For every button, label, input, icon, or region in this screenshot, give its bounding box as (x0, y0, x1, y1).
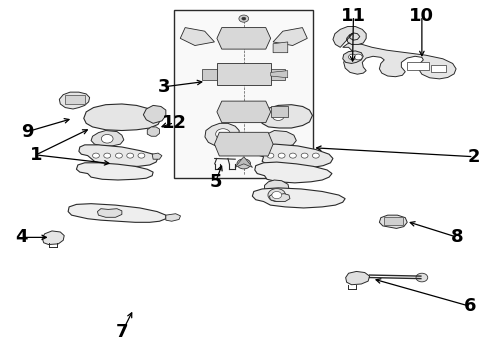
Text: 11: 11 (341, 7, 366, 25)
Polygon shape (270, 69, 285, 80)
Polygon shape (215, 132, 273, 156)
Circle shape (268, 189, 286, 202)
Circle shape (313, 153, 319, 158)
Polygon shape (270, 71, 288, 78)
Bar (407, 62, 429, 69)
Circle shape (127, 153, 134, 158)
Polygon shape (144, 105, 166, 123)
Polygon shape (345, 271, 369, 285)
Polygon shape (217, 101, 270, 123)
Text: 6: 6 (464, 297, 476, 315)
Bar (174, 10, 314, 178)
Bar (65, 95, 85, 104)
Polygon shape (147, 127, 159, 136)
Text: 8: 8 (451, 228, 464, 246)
Circle shape (237, 159, 250, 169)
Text: 3: 3 (158, 78, 171, 96)
Polygon shape (343, 51, 363, 63)
Circle shape (267, 153, 274, 158)
Circle shape (242, 17, 245, 20)
Text: 5: 5 (209, 173, 222, 191)
Text: 1: 1 (29, 146, 42, 164)
Polygon shape (98, 209, 122, 217)
Polygon shape (217, 28, 270, 49)
Polygon shape (217, 63, 270, 85)
Polygon shape (42, 231, 64, 244)
Polygon shape (273, 28, 307, 45)
Polygon shape (152, 153, 162, 159)
Polygon shape (273, 42, 288, 53)
Circle shape (93, 153, 99, 158)
Polygon shape (260, 105, 313, 128)
Circle shape (301, 153, 308, 158)
Polygon shape (265, 180, 289, 194)
Polygon shape (166, 214, 180, 221)
Circle shape (272, 192, 282, 199)
Circle shape (104, 153, 111, 158)
Circle shape (416, 273, 428, 282)
Text: 9: 9 (22, 123, 34, 141)
Polygon shape (235, 157, 252, 167)
Polygon shape (84, 104, 161, 131)
Polygon shape (379, 215, 407, 228)
Polygon shape (59, 92, 90, 109)
Text: 10: 10 (409, 7, 434, 25)
Polygon shape (255, 162, 332, 183)
Text: 4: 4 (15, 228, 27, 246)
Polygon shape (180, 28, 215, 45)
Text: 12: 12 (162, 114, 187, 132)
Circle shape (354, 54, 362, 60)
Circle shape (348, 54, 356, 60)
Circle shape (290, 153, 296, 158)
Polygon shape (68, 204, 166, 222)
Bar (431, 64, 446, 72)
Polygon shape (202, 69, 217, 80)
Polygon shape (333, 27, 366, 47)
Polygon shape (76, 163, 153, 180)
Circle shape (239, 15, 248, 22)
Circle shape (116, 153, 122, 158)
Polygon shape (252, 188, 345, 208)
Circle shape (101, 134, 113, 143)
Polygon shape (255, 144, 333, 168)
Circle shape (216, 129, 230, 139)
Bar (384, 217, 403, 225)
Polygon shape (79, 145, 158, 166)
Circle shape (278, 153, 285, 158)
Circle shape (272, 112, 284, 121)
Polygon shape (264, 131, 296, 147)
Polygon shape (343, 43, 456, 79)
Text: 7: 7 (116, 323, 128, 341)
Circle shape (138, 153, 145, 158)
Polygon shape (205, 123, 239, 146)
Text: 2: 2 (467, 148, 480, 166)
Polygon shape (91, 131, 124, 146)
Polygon shape (270, 194, 290, 202)
Polygon shape (270, 107, 288, 117)
